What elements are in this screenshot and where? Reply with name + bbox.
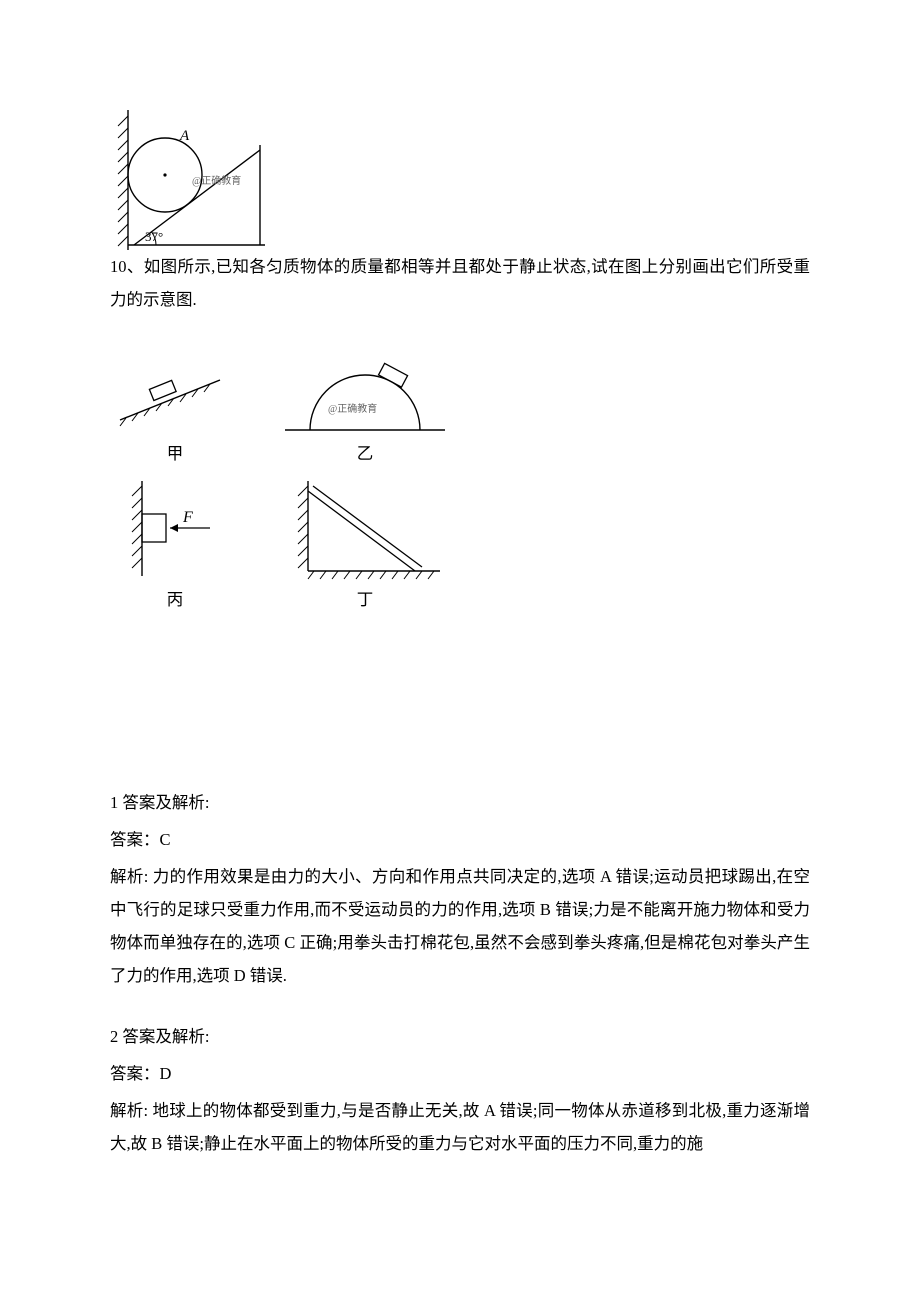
figure-jia-svg (110, 350, 240, 440)
watermark-yi: @正确教育 (328, 402, 377, 415)
answer-1: 1 答案及解析: 答案：C 解析: 力的作用效果是由力的大小、方向和作用点共同决… (110, 786, 810, 992)
answer-1-heading: 1 答案及解析: (110, 786, 810, 819)
figure-bing-label: 丙 (110, 586, 240, 610)
angle-label: 37° (145, 229, 163, 244)
answer-2-heading: 2 答案及解析: (110, 1020, 810, 1053)
figure-bing-svg: F (110, 476, 240, 586)
q10-row1: 甲 @正确教育 乙 (110, 330, 810, 464)
answers: 1 答案及解析: 答案：C 解析: 力的作用效果是由力的大小、方向和作用点共同决… (110, 786, 810, 1160)
watermark-text: @正确教育 (192, 174, 241, 187)
diagram-svg-top: 37° A @正确教育 (110, 110, 270, 250)
figure-jia-label: 甲 (110, 440, 240, 464)
force-f-label: F (182, 509, 193, 526)
answer-1-explanation: 解析: 力的作用效果是由力的大小、方向和作用点共同决定的,选项 A 错误;运动员… (110, 860, 810, 992)
q10-text: 10、如图所示,已知各匀质物体的质量都相等并且都处于静止状态,试在图上分别画出它… (110, 250, 810, 316)
figure-ding: 丁 (280, 476, 450, 610)
q10-row2: F 丙 (110, 476, 810, 610)
answer-2-line: 答案：D (110, 1057, 810, 1090)
diagram-circle-wall-incline: 37° A @正确教育 (110, 110, 810, 250)
figure-ding-label: 丁 (280, 586, 450, 610)
figure-ding-svg (280, 476, 450, 586)
figure-jia: 甲 (110, 350, 240, 464)
answer-2-explanation: 解析: 地球上的物体都受到重力,与是否静止无关,故 A 错误;同一物体从赤道移到… (110, 1094, 810, 1160)
figure-bing: F 丙 (110, 476, 240, 610)
figure-yi-label: 乙 (280, 440, 450, 464)
q10-figures: 甲 @正确教育 乙 (110, 330, 810, 616)
figure-yi-svg: @正确教育 (280, 330, 450, 440)
answer-1-line: 答案：C (110, 823, 810, 856)
page: 37° A @正确教育 10、如图所示,已知各匀质物体的质量都相等并且都处于静止… (0, 0, 920, 1228)
point-a-label: A (179, 128, 190, 144)
figure-yi: @正确教育 乙 (280, 330, 450, 464)
answer-2: 2 答案及解析: 答案：D 解析: 地球上的物体都受到重力,与是否静止无关,故 … (110, 1020, 810, 1160)
